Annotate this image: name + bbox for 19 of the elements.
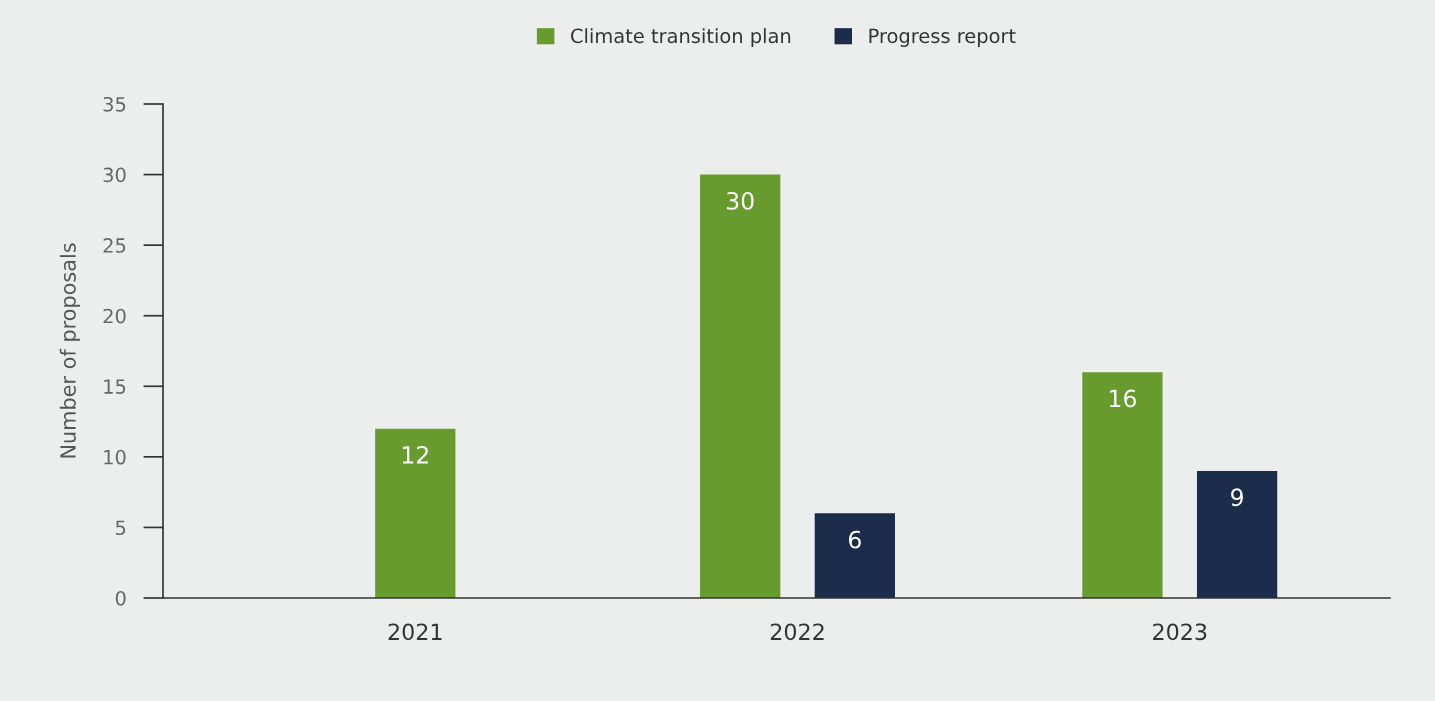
y-tick-label: 20 — [103, 308, 126, 324]
y-tick-label: 30 — [103, 167, 126, 183]
y-axis-title: Number of proposals — [59, 243, 80, 458]
y-tick-label: 10 — [104, 449, 126, 465]
legend-label: Climate transition plan — [571, 28, 791, 47]
data-label: 30 — [726, 191, 754, 210]
y-tick-label: 25 — [103, 238, 126, 253]
data-label: 12 — [402, 445, 428, 464]
y-tick-label: 35 — [103, 96, 126, 112]
data-label: 9 — [1231, 488, 1243, 507]
data-label: 16 — [1110, 389, 1136, 408]
x-tick-label: 2023 — [1153, 623, 1207, 641]
y-tick-label: 5 — [116, 520, 126, 536]
x-tick-label: 2021 — [388, 623, 442, 641]
x-tick-label: 2022 — [770, 623, 824, 641]
legend-label: Progress report — [869, 28, 1016, 47]
data-label: 6 — [849, 530, 861, 549]
y-tick-label: 15 — [104, 379, 126, 394]
y-tick-label: 0 — [115, 590, 126, 606]
